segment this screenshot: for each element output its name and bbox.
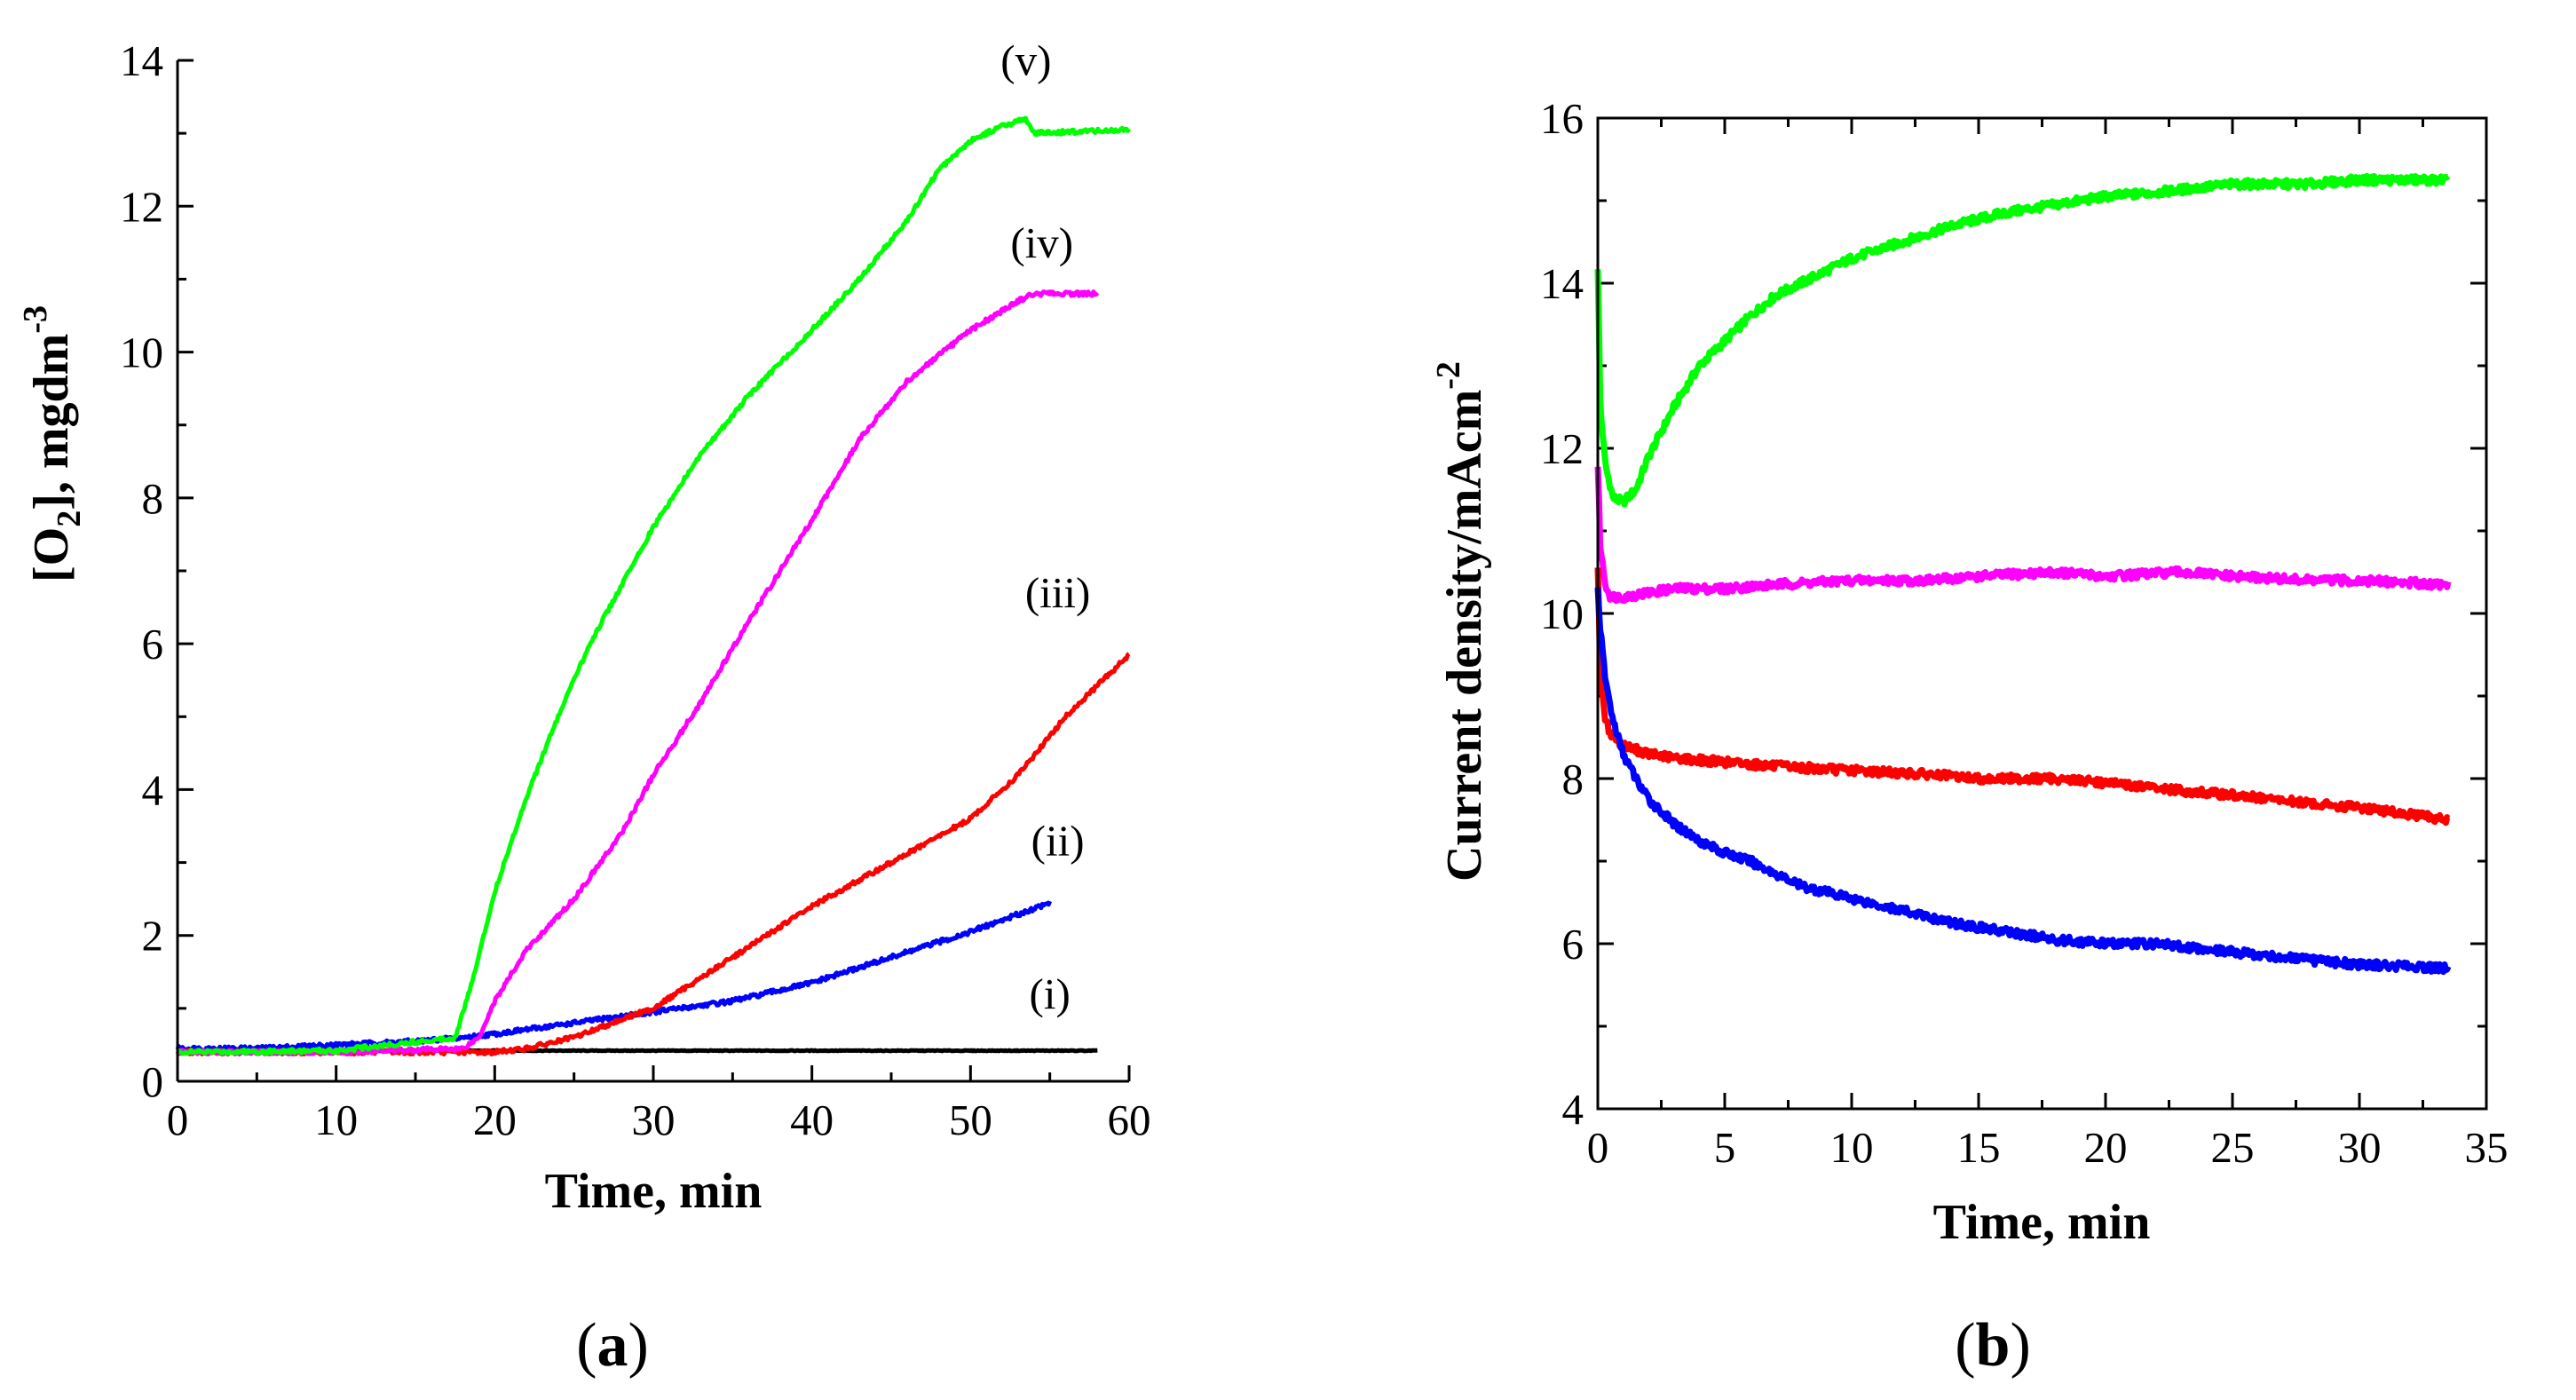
panel-b-label-open: ( [1955,1311,1975,1380]
x-tick-label: 20 [473,1095,517,1144]
panel-b-y-axis-title: Current density/mAcm-2 [1430,361,1492,882]
panel-b-tick-labels: 0 5 10 15 20 25 30 35 4 6 8 10 12 14 16 [1540,94,2509,1172]
panel-a-series [175,115,1132,1057]
panel-b-series [1594,172,2452,976]
series-line-magenta [1594,466,2452,605]
y-tick-label: 6 [1562,920,1584,969]
y-tick-label: 4 [142,765,164,814]
y-tick-label: 10 [120,328,163,377]
series-line-iv [175,289,1100,1057]
x-tick-label: 15 [1957,1123,2001,1172]
panel-a-tick-labels: 0 10 20 30 40 50 60 0 2 4 6 8 10 12 14 [120,36,1151,1144]
y-tick-label: 10 [1540,589,1584,638]
y-tick-label: 8 [142,474,164,523]
x-tick-label: 35 [2465,1123,2509,1172]
panel-a: 0 10 20 30 40 50 60 0 2 4 6 8 10 12 14 (i) (ii) (iii) (iv… [17,36,1151,1380]
x-tick-label: 20 [2084,1123,2128,1172]
panel-b-label-letter: b [1976,1311,2011,1380]
y-tick-label: 0 [142,1057,164,1106]
y-tick-label: 16 [1540,94,1584,143]
panel-a-x-axis-title: Time, min [545,1164,763,1219]
y-tick-label: 14 [120,36,163,85]
y-title-a-main: [O [24,527,79,582]
curve-label: (iv) [1010,218,1073,267]
y-title-b-main: Current density/mAcm [1437,390,1492,882]
x-tick-label: 50 [949,1095,992,1144]
panel-a-label-open: ( [576,1311,597,1380]
panel-a-annotations: (i) (ii) (iii) (iv) (v) [1000,36,1090,1017]
x-tick-label: 0 [167,1095,189,1144]
y-title-b-sup: -2 [1430,361,1467,390]
x-tick-label: 30 [2338,1123,2382,1172]
panel-b-x-axis-title: Time, min [1933,1195,2151,1250]
y-title-a-sup: -3 [17,305,54,334]
series-line-ii [175,900,1053,1053]
x-tick-label: 10 [1830,1123,1874,1172]
series-line-v [176,115,1132,1056]
x-tick-label: 10 [314,1095,358,1144]
y-tick-label: 12 [120,182,163,231]
panel-a-label: (a) [576,1311,649,1380]
x-tick-label: 25 [2211,1123,2255,1172]
panel-b-label: (b) [1955,1311,2031,1380]
y-tick-label: 2 [142,912,164,961]
curve-label: (v) [1000,36,1051,84]
y-tick-label: 14 [1540,259,1584,308]
panel-a-label-letter: a [597,1311,628,1380]
x-tick-label: 60 [1108,1095,1151,1144]
panel-b-label-close: ) [2010,1311,2030,1380]
y-tick-label: 8 [1562,755,1584,803]
curve-label: (i) [1030,969,1071,1018]
x-tick-label: 0 [1587,1123,1609,1172]
panel-b: 0 5 10 15 20 25 30 35 4 6 8 10 12 14 16 Time, min Curr… [1430,94,2509,1380]
panel-a-label-close: ) [628,1311,649,1380]
series-line-green [1594,172,2451,508]
panel-b-frame [1596,116,2488,1111]
series-line-red [1594,567,2451,827]
curve-label: (iii) [1025,568,1090,617]
y-tick-label: 6 [142,620,164,668]
x-tick-label: 5 [1714,1123,1736,1172]
panel-a-y-axis-title: [O2], mgdm-3 [17,305,88,582]
series-line-blue [1594,587,2452,976]
x-tick-label: 30 [632,1095,676,1144]
y-tick-label: 12 [1540,424,1584,473]
y-title-a-sub: 2 [51,510,88,527]
x-tick-label: 40 [790,1095,834,1144]
y-title-a-rest: ], mgdm [24,334,79,510]
series-line-iii [175,652,1131,1057]
curve-label: (ii) [1031,816,1085,865]
y-tick-label: 4 [1562,1085,1584,1134]
